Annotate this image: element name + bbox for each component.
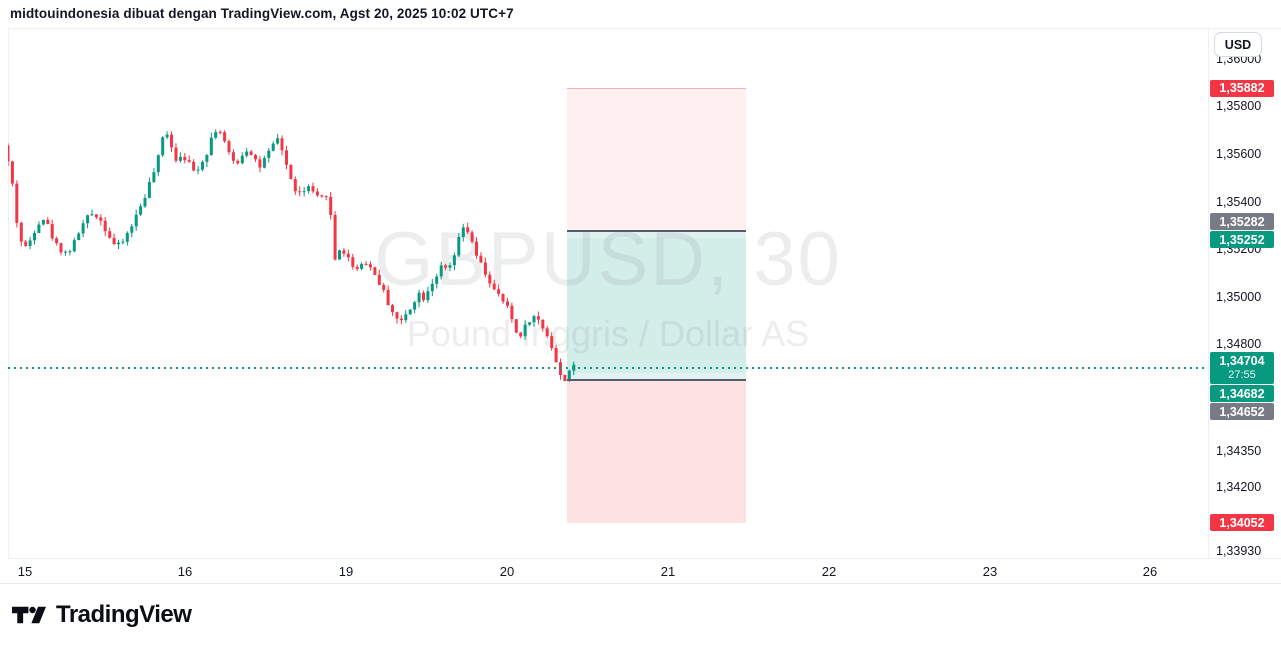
tradingview-logo-text: TradingView [56, 601, 192, 628]
upper-loss-zone[interactable] [567, 88, 746, 231]
price-axis-separator [1208, 28, 1209, 558]
tradingview-logo-icon [12, 606, 46, 624]
profit-zone[interactable] [567, 230, 746, 381]
time-axis-label: 16 [177, 564, 193, 579]
badge-price-value: 1,34652 [1219, 404, 1265, 419]
price-axis-label: 1,35400 [1216, 194, 1262, 209]
badge-price-value: 1,34704 [1219, 353, 1265, 368]
badge-price-value: 1,35282 [1219, 214, 1265, 229]
time-axis-label: 15 [17, 564, 33, 579]
pane-border-left [8, 28, 9, 558]
price-level-badge: 1,35882 [1210, 79, 1274, 97]
time-axis-label: 26 [1142, 564, 1158, 579]
position-tool-lines[interactable] [8, 28, 1208, 558]
price-axis[interactable]: 1,36000 1,35800 1,35600 1,35400 1,35200 1,350… [1209, 28, 1281, 558]
bar-countdown-timer: 27:55 [1228, 368, 1256, 381]
price-level-badge: 1,34052 [1210, 514, 1274, 532]
candlestick-chart[interactable] [8, 28, 1208, 558]
time-axis-label: 19 [338, 564, 354, 579]
price-axis-label: 1,35000 [1216, 289, 1262, 304]
lower-loss-zone[interactable] [567, 380, 746, 523]
time-axis-label: 20 [499, 564, 515, 579]
price-axis-label: 1,33930 [1216, 543, 1262, 558]
position-tool-level-line[interactable] [567, 379, 746, 382]
pane-border-top [8, 28, 1281, 29]
time-axis[interactable]: 15 16 19 20 21 22 23 26 [0, 558, 1281, 583]
time-axis-label: 21 [660, 564, 676, 579]
position-tool-level-line[interactable] [567, 87, 746, 89]
price-level-badge: 1,34682 [1210, 385, 1274, 402]
profit-zone-overlap[interactable] [567, 237, 746, 374]
price-axis-label: 1,34350 [1216, 444, 1262, 459]
price-axis-label: 1,35600 [1216, 147, 1262, 162]
badge-price-value: 1,34052 [1219, 515, 1265, 530]
time-axis-label: 22 [821, 564, 837, 579]
price-level-badge: 1,35282 [1210, 213, 1274, 231]
usd-currency-button[interactable]: USD [1214, 32, 1262, 57]
badge-price-value: 1,35252 [1219, 232, 1265, 247]
position-tool-level-line[interactable] [567, 229, 746, 232]
price-axis-label: 1,35800 [1216, 99, 1262, 114]
current-price-line [8, 367, 1208, 369]
footer-separator [0, 583, 1281, 584]
time-axis-separator [8, 558, 1281, 559]
badge-price-value: 1,34682 [1219, 386, 1265, 401]
price-level-badge: 1,34652 [1210, 403, 1274, 420]
price-axis-label: 1,34200 [1216, 479, 1262, 494]
chart-pane[interactable]: GBPUSD, 30 Pound Inggris / Dollar AS [8, 28, 1208, 558]
current-price-badge: 1,34704 27:55 [1210, 352, 1274, 384]
position-tool-zones[interactable] [8, 28, 1208, 558]
price-axis-label: 1,34800 [1216, 337, 1262, 352]
price-level-badge: 1,35252 [1210, 231, 1274, 249]
badge-price-value: 1,35882 [1219, 81, 1265, 95]
attribution-text: midtouindonesia dibuat dengan TradingVie… [10, 6, 514, 21]
time-axis-label: 23 [982, 564, 998, 579]
tradingview-logo[interactable]: TradingView [12, 601, 192, 629]
